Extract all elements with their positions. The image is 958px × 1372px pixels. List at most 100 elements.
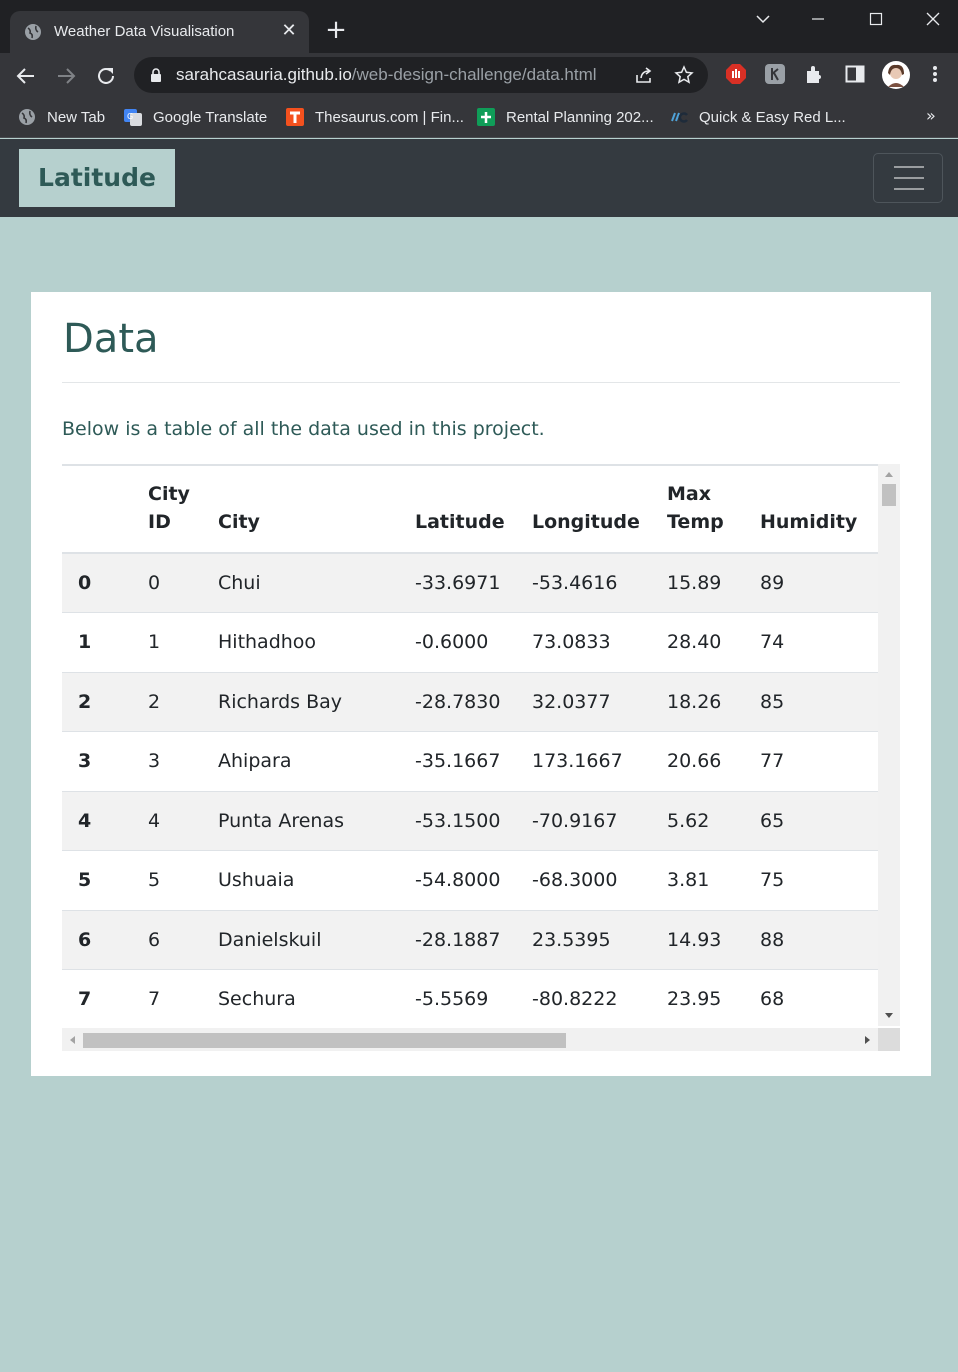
cell-latitude: -35.1667 [415, 750, 501, 773]
cell-longitude: -80.8222 [532, 988, 618, 1011]
divider [62, 382, 900, 383]
share-icon[interactable] [634, 65, 654, 85]
minimize-icon[interactable] [806, 8, 830, 30]
cell-longitude: 173.1667 [532, 750, 623, 773]
bookmark-rental-planning[interactable]: Rental Planning 202... [477, 106, 654, 128]
address-bar[interactable]: sarahcasauria.github.io/web-design-chall… [134, 57, 708, 93]
sheets-icon [477, 108, 495, 126]
table-row: 5 5 Ushuaia -54.8000 -68.3000 3.81 75 [62, 851, 900, 910]
cell-humidity: 75 [760, 869, 785, 892]
cell-longitude: -70.9167 [532, 809, 618, 832]
row-index: 4 [78, 809, 92, 832]
adblock-extension-icon[interactable] [725, 63, 747, 85]
data-card: Data Below is a table of all the data us… [31, 292, 931, 1076]
back-arrow-icon[interactable] [14, 64, 38, 88]
table-scroll-container[interactable]: City ID City Latitude Longitude Max Temp H… [62, 464, 900, 1051]
cell-humidity: 77 [760, 750, 785, 773]
cell-city-id: 7 [148, 988, 161, 1011]
cell-latitude: -28.7830 [415, 690, 501, 713]
new-tab-button[interactable]: + [325, 15, 347, 45]
thesaurus-icon [286, 108, 304, 126]
tab-title: Weather Data Visualisation [54, 23, 235, 40]
bookmark-quick-easy[interactable]: Quick & Easy Red L... [670, 106, 846, 128]
vertical-scrollbar[interactable] [878, 464, 900, 1026]
row-index: 5 [78, 869, 92, 892]
menu-dots-icon[interactable] [924, 63, 946, 85]
bookmark-thesaurus[interactable]: Thesaurus.com | Fin... [286, 106, 464, 128]
header-city-id[interactable]: City ID [148, 483, 190, 533]
scroll-left-arrow-icon[interactable] [68, 1035, 76, 1045]
bookmark-label: Google Translate [153, 108, 268, 126]
cell-city: Punta Arenas [218, 809, 345, 832]
bookmark-star-icon[interactable] [674, 65, 694, 85]
scrollbar-corner [878, 1028, 900, 1051]
bookmark-google-translate[interactable]: G Google Translate [124, 106, 267, 128]
cell-longitude: -53.4616 [532, 572, 618, 594]
cell-latitude: -5.5569 [415, 988, 489, 1011]
navbar-toggler-button[interactable] [873, 153, 943, 203]
cell-city-id: 3 [148, 750, 161, 773]
cell-latitude: -33.6971 [415, 572, 501, 594]
data-table: City ID City Latitude Longitude Max Temp H… [62, 464, 900, 1030]
table-row: 6 6 Danielskuil -28.1887 23.5395 14.93 8… [62, 910, 900, 970]
cell-city: Ushuaia [218, 869, 295, 892]
header-city[interactable]: City [218, 511, 260, 533]
cell-city: Ahipara [218, 750, 292, 773]
bookmark-new-tab[interactable]: New Tab [18, 106, 105, 128]
header-longitude[interactable]: Longitude [532, 511, 640, 533]
extension-icon[interactable] [764, 63, 786, 85]
cell-latitude: -53.1500 [415, 809, 501, 832]
cell-city: Richards Bay [218, 690, 343, 713]
maximize-icon[interactable] [864, 8, 888, 30]
header-max-temp[interactable]: Max Temp [667, 483, 724, 533]
cell-latitude: -54.8000 [415, 869, 501, 892]
tab-search-icon[interactable] [751, 8, 775, 30]
cell-latitude: -28.1887 [415, 928, 501, 951]
forward-arrow-icon[interactable] [54, 64, 78, 88]
cell-city-id: 4 [148, 809, 161, 832]
browser-tab[interactable]: Weather Data Visualisation ✕ [10, 11, 309, 53]
close-tab-icon[interactable]: ✕ [281, 20, 297, 41]
bookmarks-bar: New Tab G Google Translate Thesaurus.com… [0, 98, 958, 138]
globe-icon [19, 109, 35, 125]
cell-max-temp: 15.89 [667, 572, 722, 594]
horizontal-scrollbar-thumb[interactable] [83, 1033, 566, 1048]
header-index [62, 465, 148, 553]
cell-max-temp: 5.62 [667, 809, 710, 832]
site-navbar: Latitude [0, 139, 958, 217]
cell-longitude: 73.0833 [532, 631, 611, 654]
more-bookmarks-chevron-icon[interactable]: » [926, 106, 936, 125]
header-latitude[interactable]: Latitude [415, 511, 505, 533]
cell-max-temp: 3.81 [667, 869, 710, 892]
side-panel-icon[interactable] [844, 63, 866, 85]
scroll-up-arrow-icon[interactable] [884, 470, 894, 478]
row-index: 6 [78, 928, 92, 951]
puzzle-extensions-icon[interactable] [804, 63, 826, 85]
cell-longitude: -68.3000 [532, 869, 618, 892]
cell-max-temp: 23.95 [667, 988, 722, 1011]
hamburger-icon [894, 166, 924, 168]
horizontal-scrollbar[interactable] [62, 1028, 878, 1051]
cell-city: Sechura [218, 988, 296, 1011]
reload-icon[interactable] [94, 64, 118, 88]
scroll-down-arrow-icon[interactable] [884, 1012, 894, 1020]
vertical-scrollbar-thumb[interactable] [882, 484, 896, 506]
brand-link[interactable]: Latitude [19, 149, 175, 207]
cell-city: Danielskuil [218, 928, 322, 951]
cell-humidity: 65 [760, 809, 785, 832]
table-row: 3 3 Ahipara -35.1667 173.1667 20.66 77 [62, 732, 900, 791]
lock-icon[interactable] [150, 68, 162, 82]
table-header-row: City ID City Latitude Longitude Max Temp H… [62, 465, 900, 553]
cell-longitude: 23.5395 [532, 928, 611, 951]
avatar[interactable] [882, 61, 910, 89]
browser-toolbar: sarahcasauria.github.io/web-design-chall… [0, 53, 958, 98]
close-window-icon[interactable] [921, 8, 945, 30]
bookmark-label: Quick & Easy Red L... [699, 108, 846, 126]
url-text[interactable]: sarahcasauria.github.io/web-design-chall… [176, 65, 597, 84]
scroll-right-arrow-icon[interactable] [864, 1035, 872, 1045]
cell-humidity: 74 [760, 631, 785, 654]
bookmark-label: New Tab [47, 108, 106, 126]
header-humidity[interactable]: Humidity [760, 511, 858, 533]
cell-city: Chui [218, 572, 261, 594]
svg-text:G: G [127, 112, 133, 121]
